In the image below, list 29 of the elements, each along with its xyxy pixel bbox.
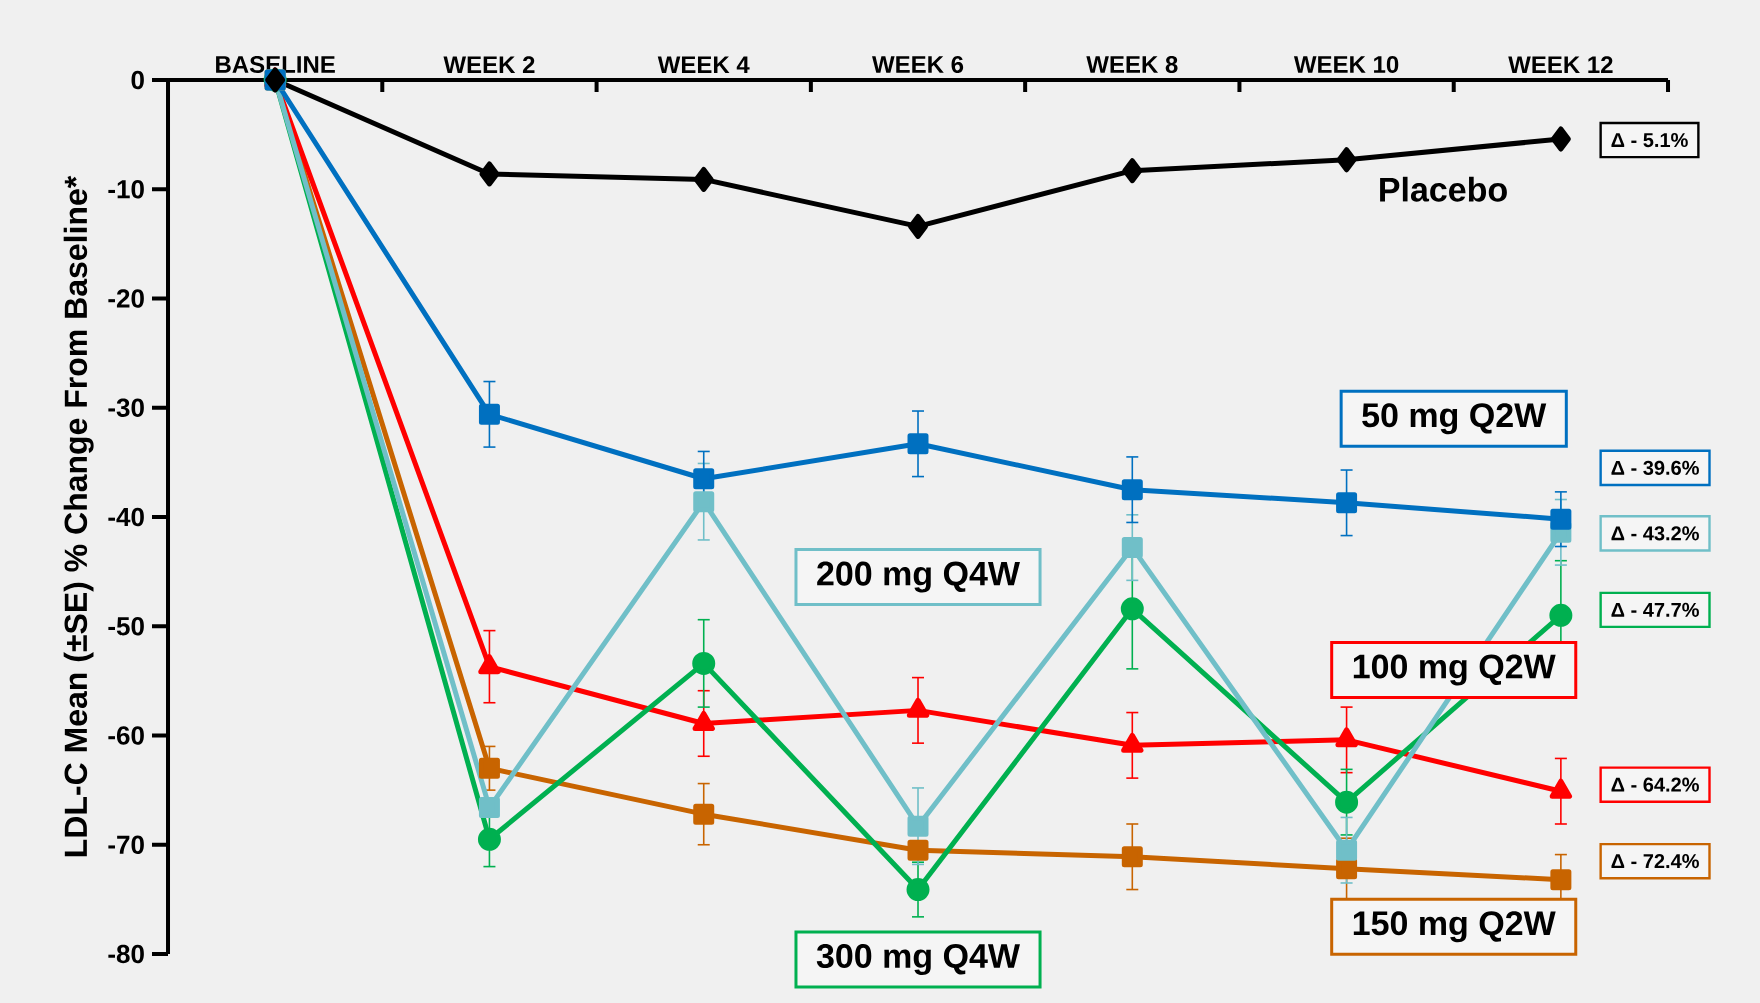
annotation: Δ - 5.1% xyxy=(1611,133,1688,148)
y-tick-label: -80 xyxy=(108,944,144,964)
y-tick-label: 0 xyxy=(131,70,144,90)
x-tick-label: WEEK 6 xyxy=(872,55,964,73)
y-tick-label: -20 xyxy=(108,289,144,308)
x-tick-label: BASELINE xyxy=(216,55,335,73)
series-label: 150 mg Q2W xyxy=(1353,911,1556,943)
annotation: Δ - 72.4% xyxy=(1611,854,1699,869)
series-label: Placebo xyxy=(1380,176,1507,202)
x-tick-label: WEEK 12 xyxy=(1508,56,1613,73)
series-label: 50 mg Q2W xyxy=(1362,403,1547,435)
series-label: 100 mg Q2W xyxy=(1353,654,1556,686)
x-tick-label: WEEK 10 xyxy=(1293,55,1399,73)
annotation: Δ - 43.2% xyxy=(1611,526,1699,541)
x-tick-label: WEEK 8 xyxy=(1086,55,1178,73)
series-label: 200 mg Q4W xyxy=(817,561,1020,593)
y-tick-label: -10 xyxy=(108,180,144,199)
x-tick-label: WEEK 4 xyxy=(657,56,750,73)
annotation: Δ - 47.7% xyxy=(1611,602,1699,617)
y-tick-label: -60 xyxy=(108,726,144,745)
y-tick-label: -50 xyxy=(108,617,144,636)
y-tick-label: -70 xyxy=(108,835,144,854)
annotation: Δ - 64.2% xyxy=(1611,777,1699,792)
x-tick-label: WEEK 2 xyxy=(443,56,535,73)
y-tick-label: -30 xyxy=(108,398,144,417)
series-label: 300 mg Q4W xyxy=(816,943,1020,975)
annotation: Δ - 39.6% xyxy=(1611,460,1699,475)
y-tick-label: -40 xyxy=(108,507,144,527)
y-axis-title: LDL-C Mean (±SE) % Change From Baseline* xyxy=(63,175,94,857)
